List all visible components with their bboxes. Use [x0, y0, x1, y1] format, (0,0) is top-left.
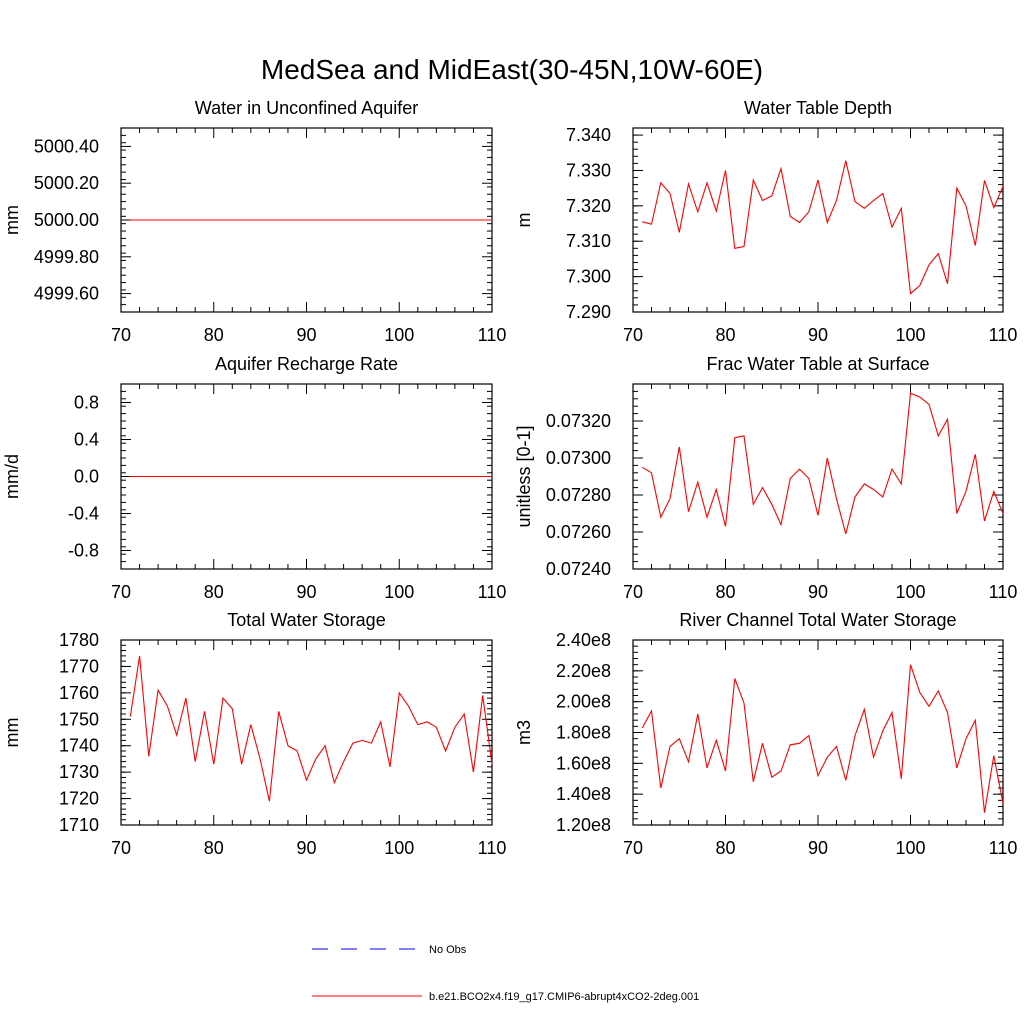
chart-panel-2: Water Table Depth m 70 80 90 100 110 7.290 7.300…: [514, 98, 1017, 345]
y-tick-label: 1750: [59, 709, 99, 729]
y-tick-label: 0.07280: [546, 485, 611, 505]
y-axis-label: m3: [514, 720, 534, 745]
chart-panel-4: Frac Water Table at Surface unitless [0-1…: [514, 354, 1017, 602]
y-tick-label: 0.0: [74, 467, 99, 487]
series-line: [642, 160, 1004, 295]
x-tick-label: 90: [296, 582, 316, 602]
y-axis-label: m: [514, 213, 534, 228]
y-tick-label: 5000.00: [34, 210, 99, 230]
y-tick-label: 1.80e8: [556, 723, 611, 743]
x-tick-label: 70: [623, 838, 643, 858]
y-tick-label: 0.8: [74, 393, 99, 413]
y-tick-label: 7.290: [566, 302, 611, 322]
y-tick-label: 7.330: [566, 160, 611, 180]
x-tick-label: 100: [384, 838, 414, 858]
chart-panels: Water in Unconfined Aquifer mm 70 80 90 100 11…: [2, 98, 1017, 858]
y-tick-label: 5000.40: [34, 136, 99, 156]
series-line: [641, 664, 1004, 813]
y-tick-label: -0.4: [68, 504, 99, 524]
x-tick-label: 110: [478, 838, 507, 858]
y-tick-label: 1.40e8: [556, 784, 611, 804]
x-tick-label: 100: [895, 582, 925, 602]
x-tick-label: 70: [111, 582, 131, 602]
y-tick-label: 7.340: [566, 125, 611, 145]
legend-model-label: b.e21.BCO2x4.f19_g17.CMIP6-abrupt4xCO2-2…: [429, 991, 699, 1003]
x-tick-label: 110: [989, 838, 1018, 858]
x-tick-label: 110: [478, 325, 507, 345]
y-tick-label: 1.60e8: [556, 753, 611, 773]
x-tick-label: 100: [895, 838, 925, 858]
x-tick-label: 70: [111, 325, 131, 345]
x-tick-label: 100: [384, 582, 414, 602]
y-tick-label: 1780: [59, 630, 99, 650]
series-line: [129, 655, 493, 802]
y-tick-label: 0.07240: [546, 559, 611, 579]
y-tick-label: 2.40e8: [556, 630, 611, 650]
chart-panel-6: River Channel Total Water Storage m3 70 80 9…: [514, 610, 1017, 858]
y-tick-label: 7.320: [566, 196, 611, 216]
x-tick-label: 80: [204, 325, 224, 345]
x-tick-label: 80: [204, 582, 224, 602]
legend-obs-label: No Obs: [429, 944, 467, 956]
figure-title: MedSea and MidEast(30-45N,10W-60E): [261, 54, 763, 85]
x-tick-label: 100: [384, 325, 414, 345]
plot-frame: [120, 639, 493, 826]
panel-title: Water in Unconfined Aquifer: [195, 98, 418, 118]
x-tick-label: 70: [623, 325, 643, 345]
x-tick-label: 90: [296, 325, 316, 345]
y-tick-label: 1.20e8: [556, 815, 611, 835]
panel-title: River Channel Total Water Storage: [679, 610, 956, 630]
y-tick-label: 5000.20: [34, 173, 99, 193]
y-axis-label: mm/d: [2, 454, 22, 499]
y-tick-label: 4999.60: [34, 284, 99, 304]
y-tick-label: -0.8: [68, 541, 99, 561]
y-axis-label: unitless [0-1]: [514, 425, 534, 527]
y-tick-label: 1720: [59, 789, 99, 809]
x-tick-label: 70: [111, 838, 131, 858]
y-tick-label: 7.300: [566, 267, 611, 287]
plot-frame: [632, 639, 1004, 826]
y-tick-label: 1770: [59, 656, 99, 676]
y-tick-label: 1760: [59, 683, 99, 703]
y-tick-label: 0.4: [74, 430, 99, 450]
chart-panel-5: Total Water Storage mm 70 80 90 100 110 1710 172…: [2, 610, 506, 858]
x-tick-label: 70: [623, 582, 643, 602]
panel-title: Frac Water Table at Surface: [706, 354, 929, 374]
y-tick-label: 7.310: [566, 231, 611, 251]
x-tick-label: 110: [989, 582, 1018, 602]
panel-title: Total Water Storage: [227, 610, 385, 630]
y-axis-label: mm: [2, 205, 22, 235]
x-tick-label: 90: [808, 582, 828, 602]
y-tick-label: 2.00e8: [556, 692, 611, 712]
y-tick-label: 1730: [59, 762, 99, 782]
y-tick-label: 2.20e8: [556, 661, 611, 681]
legend: No Obs b.e21.BCO2x4.f19_g17.CMIP6-abrupt…: [312, 944, 699, 1003]
x-tick-label: 80: [715, 582, 735, 602]
chart-panel-3: Aquifer Recharge Rate mm/d 70 80 90 100 110 -0.…: [2, 354, 506, 602]
y-tick-label: 1710: [59, 815, 99, 835]
x-tick-label: 80: [204, 838, 224, 858]
x-tick-label: 100: [895, 325, 925, 345]
y-tick-label: 0.07320: [546, 411, 611, 431]
x-tick-label: 90: [808, 325, 828, 345]
chart-panel-1: Water in Unconfined Aquifer mm 70 80 90 100 11…: [2, 98, 506, 345]
x-tick-label: 110: [478, 582, 507, 602]
y-tick-label: 1740: [59, 736, 99, 756]
plot-frame: [632, 127, 1004, 313]
y-tick-label: 4999.80: [34, 247, 99, 267]
x-tick-label: 80: [715, 838, 735, 858]
x-tick-label: 90: [296, 838, 316, 858]
y-tick-label: 0.07300: [546, 448, 611, 468]
panel-title: Water Table Depth: [744, 98, 892, 118]
x-tick-label: 80: [715, 325, 735, 345]
x-tick-label: 110: [989, 325, 1018, 345]
plot-frame: [632, 383, 1004, 570]
y-axis-label: mm: [2, 718, 22, 748]
panel-title: Aquifer Recharge Rate: [215, 354, 398, 374]
y-tick-label: 0.07260: [546, 522, 611, 542]
series-line: [642, 392, 1004, 535]
x-tick-label: 90: [808, 838, 828, 858]
